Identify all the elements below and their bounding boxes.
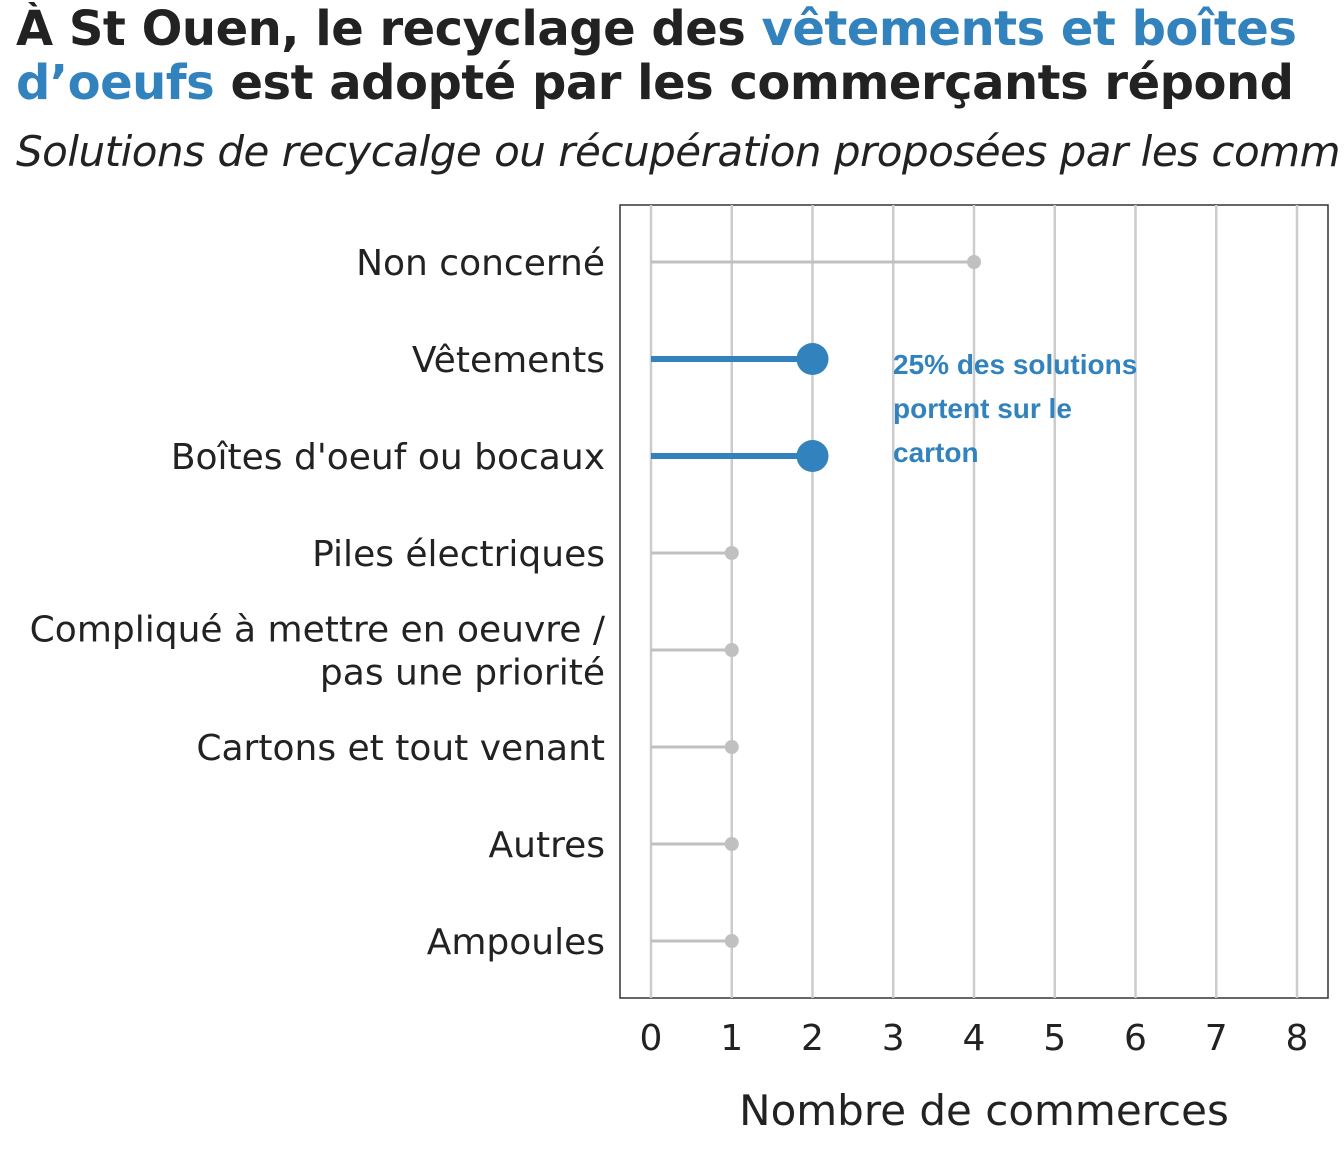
lollipop-dot (967, 255, 981, 269)
category-label: Autres (489, 825, 605, 866)
lollipop-dot (724, 546, 739, 560)
x-tick-label: 3 (882, 1018, 905, 1059)
category-label: Boîtes d'oeuf ou bocaux (171, 437, 605, 478)
title-text: est adopté par les commerçants répond (214, 55, 1294, 110)
title-line-2: d’oeufs est adopté par les commerçants r… (16, 56, 1344, 110)
category-label: Compliqué à mettre en oeuvre / pas une pr… (30, 610, 606, 694)
title-text: À St Ouen, le recyclage des (16, 2, 762, 57)
annotation-text: carton (893, 437, 979, 468)
category-label: Ampoules (427, 922, 605, 963)
x-tick-label: 1 (720, 1018, 743, 1059)
category-label: Cartons et tout venant (196, 728, 605, 769)
x-tick-label: 5 (1043, 1018, 1066, 1059)
lollipop-dot (724, 643, 739, 657)
title-line-1: À St Ouen, le recyclage des vêtements et… (16, 2, 1344, 56)
x-axis-title: Nombre de commerces (739, 1086, 1229, 1135)
chart-title: À St Ouen, le recyclage des vêtements et… (16, 2, 1344, 110)
lollipop-dot (724, 740, 739, 754)
x-tick-label: 7 (1205, 1018, 1228, 1059)
title-highlight: vêtements et boîtes (761, 2, 1297, 57)
x-tick-label: 4 (963, 1018, 986, 1059)
annotation-text: portent sur le (893, 393, 1072, 424)
x-tick-label: 8 (1286, 1018, 1309, 1059)
category-label: Piles électriques (312, 534, 605, 575)
lollipop-dot (724, 837, 739, 851)
lollipop-dot (724, 934, 739, 948)
title-highlight: d’oeufs (16, 55, 215, 110)
x-tick-label: 2 (801, 1018, 824, 1059)
annotation-text: 25% des solutions (893, 349, 1137, 380)
lollipop-dot (796, 440, 829, 472)
category-label: Non concerné (356, 243, 605, 284)
chart-subtitle: Solutions de recycalge ou récupération p… (16, 127, 1341, 176)
lollipop-dot (796, 343, 829, 375)
category-label: Vêtements (412, 340, 605, 381)
x-tick-label: 6 (1124, 1018, 1147, 1059)
x-tick-label: 0 (640, 1018, 663, 1059)
